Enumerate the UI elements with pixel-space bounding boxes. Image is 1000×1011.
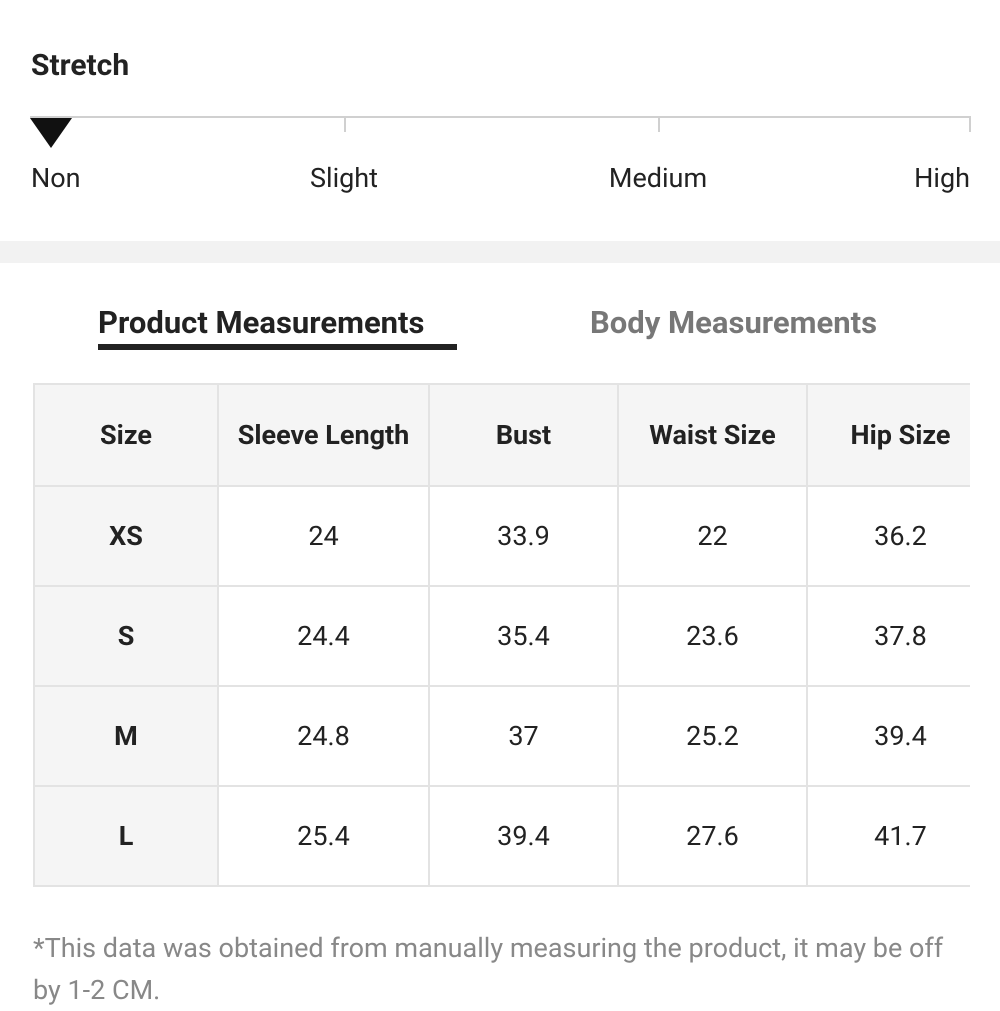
section-title: Stretch bbox=[31, 48, 130, 83]
header-cell: Waist Size bbox=[617, 383, 808, 487]
value-cell: 37 bbox=[428, 685, 619, 787]
size-cell: L bbox=[33, 785, 219, 887]
value-cell: 35.4 bbox=[428, 585, 619, 687]
size-cell: M bbox=[33, 685, 219, 787]
value-cell: 33.9 bbox=[428, 485, 619, 587]
scale-marker bbox=[30, 118, 72, 148]
table-container: Size Sleeve Length Bust Waist Size Hip Size X… bbox=[33, 383, 970, 898]
stretch-level: Non bbox=[31, 162, 81, 194]
header-row: Size Sleeve Length Bust Waist Size Hip Size bbox=[33, 383, 970, 487]
size-cell: S bbox=[33, 585, 219, 687]
header-cell: Hip Size bbox=[806, 383, 970, 487]
tab[interactable]: Body Measurements bbox=[590, 304, 877, 341]
value-cell: 36.2 bbox=[806, 485, 970, 587]
size-table: Size Sleeve Length Bust Waist Size Hip Size X… bbox=[33, 383, 970, 887]
table-row: M 24.8 37 25.2 39.4 bbox=[33, 685, 970, 787]
value-cell: 41.7 bbox=[806, 785, 970, 887]
value-cell: 39.4 bbox=[806, 685, 970, 787]
value-cell: 27.6 bbox=[617, 785, 808, 887]
header-cell: Bust bbox=[428, 383, 619, 487]
value-cell: 23.6 bbox=[617, 585, 808, 687]
size-cell: XS bbox=[33, 485, 219, 587]
divider bbox=[0, 241, 1000, 263]
table-row: XS 24 33.9 22 36.2 bbox=[33, 485, 970, 587]
value-cell: 24.4 bbox=[217, 585, 430, 687]
value-cell: 22 bbox=[617, 485, 808, 587]
value-cell: 25.4 bbox=[217, 785, 430, 887]
table-row: L 25.4 39.4 27.6 41.7 bbox=[33, 785, 970, 887]
value-cell: 39.4 bbox=[428, 785, 619, 887]
table-row: S 24.4 35.4 23.6 37.8 bbox=[33, 585, 970, 687]
value-cell: 24.8 bbox=[217, 685, 430, 787]
tab-indicator bbox=[98, 344, 457, 350]
value-cell: 37.8 bbox=[806, 585, 970, 687]
stretch-level: High bbox=[914, 162, 970, 194]
value-cell: 25.2 bbox=[617, 685, 808, 787]
stretch-level: Slight bbox=[309, 162, 379, 194]
header-cell: Sleeve Length bbox=[217, 383, 430, 487]
value-cell: 24 bbox=[217, 485, 430, 587]
stretch-level: Medium bbox=[608, 162, 708, 194]
footnote: *This data was obtained from manually me… bbox=[33, 932, 944, 1006]
stretch-scale bbox=[30, 116, 971, 148]
header-cell: Size bbox=[33, 383, 219, 487]
tab[interactable]: Product Measurements bbox=[98, 304, 425, 341]
